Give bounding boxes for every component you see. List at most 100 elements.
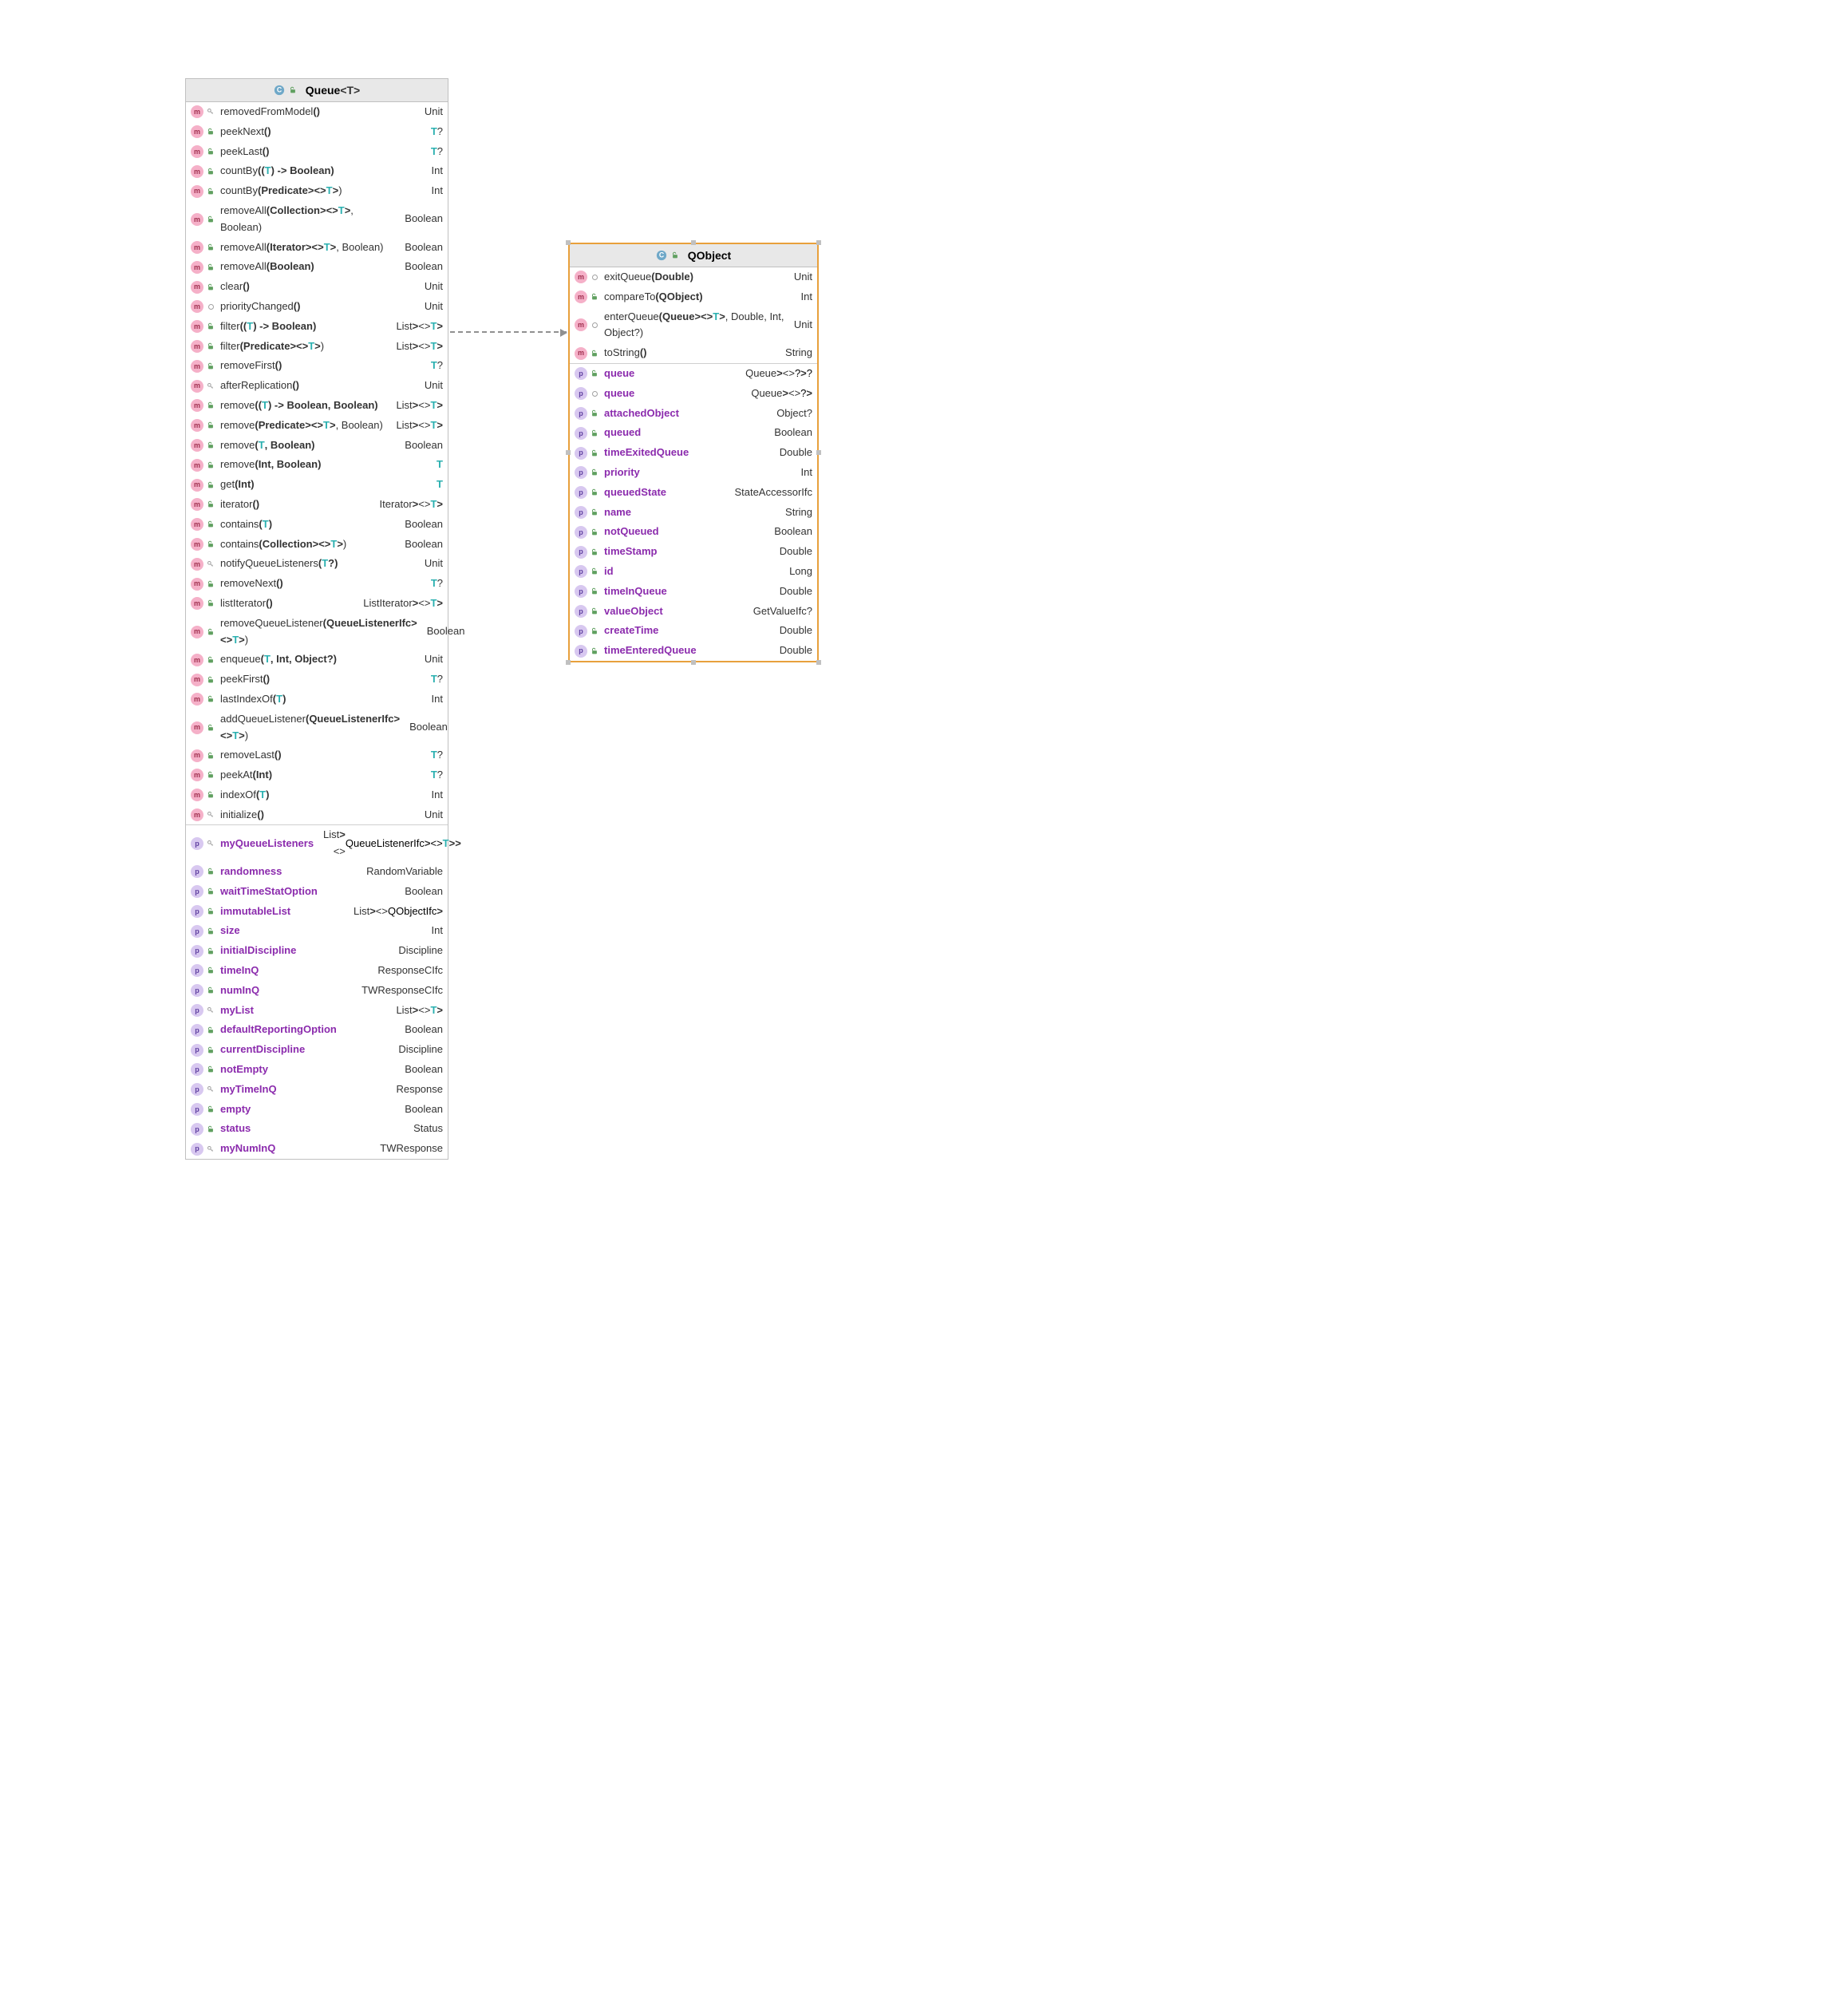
selection-handle[interactable]	[691, 240, 696, 245]
method-row[interactable]: mindexOf(T)Int	[186, 785, 448, 805]
method-row[interactable]: mremovedFromModel()Unit	[186, 102, 448, 122]
method-row[interactable]: mnotifyQueueListeners(T?)Unit	[186, 554, 448, 574]
return-type: Boolean	[395, 239, 443, 256]
method-row[interactable]: mremove(Predicate><>T>, Boolean)List><>T…	[186, 416, 448, 436]
method-row[interactable]: miterator()Iterator><>T>	[186, 495, 448, 515]
property-row[interactable]: pmyNumInQTWResponse	[186, 1139, 448, 1159]
property-badge-icon: p	[191, 1143, 203, 1156]
selection-handle[interactable]	[691, 660, 696, 665]
return-type: Double	[770, 623, 812, 639]
method-row[interactable]: mpeekAt(Int)T?	[186, 765, 448, 785]
property-row[interactable]: pinitialDisciplineDiscipline	[186, 941, 448, 961]
selection-handle[interactable]	[566, 240, 571, 245]
method-row[interactable]: menqueue(T, Int, Object?)Unit	[186, 650, 448, 670]
return-type: Boolean	[395, 1061, 443, 1078]
method-row[interactable]: mremove(Int, Boolean)T	[186, 455, 448, 475]
method-row[interactable]: mremoveAll(Collection><>T>, Boolean)Bool…	[186, 201, 448, 238]
method-row[interactable]: mremoveQueueListener(QueueListenerIfc><>…	[186, 614, 448, 650]
property-row[interactable]: pstatusStatus	[186, 1119, 448, 1139]
lock-open-icon	[590, 449, 599, 458]
property-row[interactable]: psizeInt	[186, 921, 448, 941]
key-icon	[206, 559, 215, 569]
selection-handle[interactable]	[816, 450, 821, 455]
property-row[interactable]: pnameString	[570, 503, 817, 523]
property-row[interactable]: pidLong	[570, 562, 817, 582]
method-row[interactable]: mcountBy((T) -> Boolean)Int	[186, 161, 448, 181]
selection-handle[interactable]	[816, 240, 821, 245]
method-row[interactable]: mfilter(Predicate><>T>)List><>T>	[186, 337, 448, 357]
property-row[interactable]: pmyListList><>T>	[186, 1001, 448, 1021]
property-row[interactable]: ptimeInQResponseCIfc	[186, 961, 448, 981]
property-row[interactable]: pqueueQueue><>?>	[570, 384, 817, 404]
lock-open-icon	[206, 243, 215, 252]
method-name: removeAll(Boolean)	[220, 259, 314, 275]
method-row[interactable]: mcompareTo(QObject)Int	[570, 287, 817, 307]
method-row[interactable]: mcontains(Collection><>T>)Boolean	[186, 535, 448, 555]
lock-open-icon	[590, 547, 599, 557]
method-row[interactable]: mremoveNext()T?	[186, 574, 448, 594]
property-row[interactable]: ppriorityInt	[570, 463, 817, 483]
method-row[interactable]: mpeekLast()T?	[186, 142, 448, 162]
method-row[interactable]: mremoveFirst()T?	[186, 356, 448, 376]
property-row[interactable]: pvalueObjectGetValueIfc?	[570, 602, 817, 622]
property-row[interactable]: pdefaultReportingOptionBoolean	[186, 1020, 448, 1040]
property-row[interactable]: ptimeExitedQueueDouble	[570, 443, 817, 463]
property-row[interactable]: pmyQueueListenersList><>QueueListenerIfc…	[186, 825, 448, 862]
method-badge-icon: m	[191, 597, 203, 610]
method-row[interactable]: mlastIndexOf(T)Int	[186, 690, 448, 710]
method-row[interactable]: mremoveAll(Iterator><>T>, Boolean)Boolea…	[186, 238, 448, 258]
property-row[interactable]: pcurrentDisciplineDiscipline	[186, 1040, 448, 1060]
method-name: remove(Predicate><>T>, Boolean)	[220, 417, 383, 434]
property-row[interactable]: ptimeInQueueDouble	[570, 582, 817, 602]
property-row[interactable]: pnotEmptyBoolean	[186, 1060, 448, 1080]
selection-handle[interactable]	[816, 660, 821, 665]
property-row[interactable]: pattachedObjectObject?	[570, 404, 817, 424]
lock-open-icon	[590, 508, 599, 517]
selection-handle[interactable]	[566, 660, 571, 665]
method-row[interactable]: mget(Int)T	[186, 475, 448, 495]
method-row[interactable]: mafterReplication()Unit	[186, 376, 448, 396]
method-row[interactable]: mexitQueue(Double)Unit	[570, 267, 817, 287]
return-type: Unit	[415, 104, 443, 121]
property-row[interactable]: pqueueQueue><>?>?	[570, 364, 817, 384]
property-row[interactable]: prandomnessRandomVariable	[186, 862, 448, 882]
method-badge-icon: m	[575, 347, 587, 360]
property-row[interactable]: pqueuedBoolean	[570, 423, 817, 443]
method-row[interactable]: mremoveLast()T?	[186, 745, 448, 765]
property-row[interactable]: pemptyBoolean	[186, 1100, 448, 1120]
method-row[interactable]: minitialize()Unit	[186, 805, 448, 825]
method-row[interactable]: mpeekFirst()T?	[186, 670, 448, 690]
method-row[interactable]: mpriorityChanged()Unit	[186, 297, 448, 317]
class-qobject[interactable]: C QObject mexitQueue(Double)Unitmcompare…	[568, 243, 819, 662]
method-row[interactable]: mfilter((T) -> Boolean)List><>T>	[186, 317, 448, 337]
method-row[interactable]: mpeekNext()T?	[186, 122, 448, 142]
property-row[interactable]: pqueuedStateStateAccessorIfc	[570, 483, 817, 503]
method-row[interactable]: mremove((T) -> Boolean, Boolean)List><>T…	[186, 396, 448, 416]
property-row[interactable]: pnumInQTWResponseCIfc	[186, 981, 448, 1001]
method-row[interactable]: mclear()Unit	[186, 277, 448, 297]
property-row[interactable]: ptimeStampDouble	[570, 542, 817, 562]
method-row[interactable]: mcountBy(Predicate><>T>)Int	[186, 181, 448, 201]
method-row[interactable]: mremoveAll(Boolean)Boolean	[186, 257, 448, 277]
method-badge-icon: m	[191, 320, 203, 333]
property-row[interactable]: ptimeEnteredQueueDouble	[570, 641, 817, 661]
property-badge-icon: p	[191, 964, 203, 977]
property-row[interactable]: pimmutableListList><>QObjectIfc>	[186, 902, 448, 922]
return-type: T	[427, 457, 443, 473]
class-queue[interactable]: C Queue<T> mremovedFromModel()UnitmpeekN…	[185, 78, 448, 1160]
method-name: filter(Predicate><>T>)	[220, 338, 324, 355]
property-row[interactable]: pwaitTimeStatOptionBoolean	[186, 882, 448, 902]
return-type: Object?	[767, 405, 812, 422]
property-row[interactable]: pnotQueuedBoolean	[570, 522, 817, 542]
selection-handle[interactable]	[566, 450, 571, 455]
class-title: Queue<T>	[306, 84, 360, 97]
method-row[interactable]: mcontains(T)Boolean	[186, 515, 448, 535]
method-row[interactable]: mlistIterator()ListIterator><>T>	[186, 594, 448, 614]
property-row[interactable]: pmyTimeInQResponse	[186, 1080, 448, 1100]
method-row[interactable]: mtoString()String	[570, 343, 817, 363]
method-row[interactable]: menterQueue(Queue><>T>, Double, Int, Obj…	[570, 307, 817, 344]
property-row[interactable]: pcreateTimeDouble	[570, 621, 817, 641]
return-type: T?	[421, 671, 443, 688]
method-row[interactable]: mremove(T, Boolean)Boolean	[186, 436, 448, 456]
method-row[interactable]: maddQueueListener(QueueListenerIfc><>T>)…	[186, 710, 448, 746]
